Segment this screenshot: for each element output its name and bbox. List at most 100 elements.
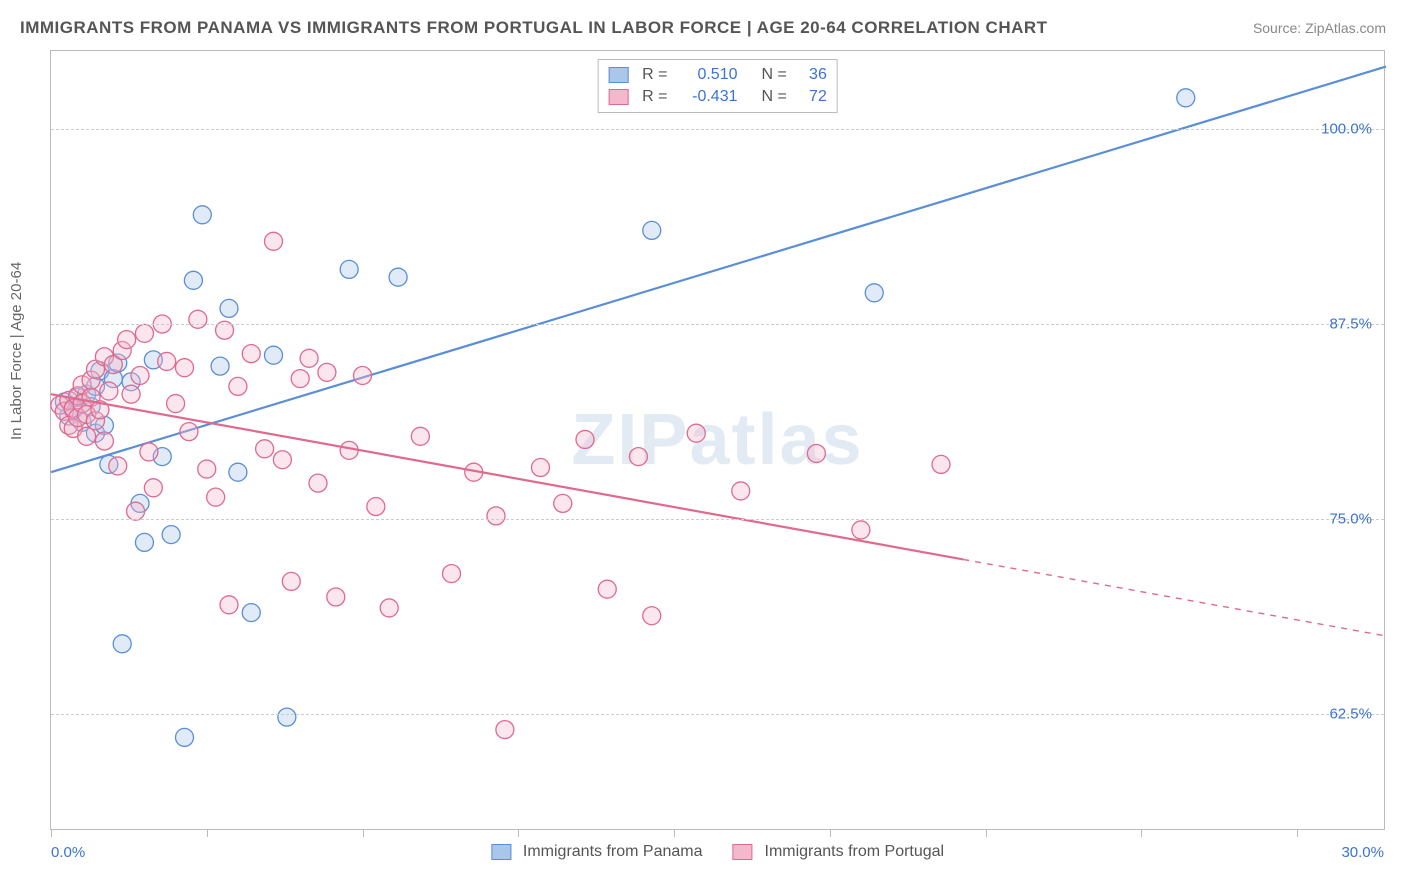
legend-row: R =0.510N =36	[608, 64, 827, 86]
data-point	[122, 385, 140, 403]
data-point	[598, 580, 616, 598]
data-point	[291, 370, 309, 388]
x-tick	[518, 829, 519, 837]
data-point	[144, 479, 162, 497]
legend-r-label: R =	[642, 88, 667, 106]
data-point	[118, 331, 136, 349]
y-tick-label: 75.0%	[1329, 511, 1372, 528]
legend-top: R =0.510N =36R =-0.431N =72	[597, 59, 838, 113]
data-point	[443, 565, 461, 583]
y-tick-label: 100.0%	[1321, 121, 1372, 138]
data-point	[318, 363, 336, 381]
data-point	[340, 260, 358, 278]
legend-swatch	[608, 89, 628, 105]
data-point	[554, 494, 572, 512]
data-point	[184, 271, 202, 289]
x-tick-label: 30.0%	[1341, 844, 1384, 861]
x-tick	[1297, 829, 1298, 837]
legend-swatch	[491, 844, 511, 860]
data-point	[282, 572, 300, 590]
y-tick-label: 62.5%	[1329, 706, 1372, 723]
x-tick-label: 0.0%	[51, 844, 85, 861]
x-tick	[674, 829, 675, 837]
data-point	[242, 604, 260, 622]
legend-swatch	[608, 67, 628, 83]
data-point	[198, 460, 216, 478]
data-point	[643, 607, 661, 625]
data-point	[207, 488, 225, 506]
data-point	[176, 359, 194, 377]
chart-svg	[51, 51, 1384, 829]
data-point	[78, 427, 96, 445]
data-point	[180, 423, 198, 441]
data-point	[487, 507, 505, 525]
legend-label: Immigrants from Panama	[523, 843, 703, 861]
data-point	[852, 521, 870, 539]
data-point	[211, 357, 229, 375]
source-label: Source: ZipAtlas.com	[1253, 20, 1386, 36]
x-tick	[51, 829, 52, 837]
data-point	[265, 232, 283, 250]
data-point	[220, 596, 238, 614]
data-point	[135, 324, 153, 342]
x-tick	[363, 829, 364, 837]
data-point	[687, 424, 705, 442]
data-point	[167, 395, 185, 413]
data-point	[189, 310, 207, 328]
legend-label: Immigrants from Portugal	[765, 843, 945, 861]
data-point	[131, 366, 149, 384]
gridline	[51, 324, 1384, 325]
data-point	[411, 427, 429, 445]
legend-n-value: 36	[797, 66, 827, 84]
data-point	[242, 345, 260, 363]
data-point	[932, 455, 950, 473]
gridline	[51, 714, 1384, 715]
data-point	[265, 346, 283, 364]
legend-n-value: 72	[797, 88, 827, 106]
data-point	[1177, 89, 1195, 107]
legend-r-value: 0.510	[678, 66, 738, 84]
x-tick	[986, 829, 987, 837]
data-point	[576, 430, 594, 448]
data-point	[732, 482, 750, 500]
x-tick	[1141, 829, 1142, 837]
data-point	[309, 474, 327, 492]
data-point	[643, 221, 661, 239]
data-point	[220, 299, 238, 317]
data-point	[158, 352, 176, 370]
legend-swatch	[733, 844, 753, 860]
data-point	[532, 459, 550, 477]
legend-row: R =-0.431N =72	[608, 86, 827, 108]
data-point	[193, 206, 211, 224]
gridline	[51, 129, 1384, 130]
regression-line	[51, 394, 963, 559]
data-point	[95, 432, 113, 450]
data-point	[162, 526, 180, 544]
data-point	[176, 728, 194, 746]
data-point	[865, 284, 883, 302]
data-point	[278, 708, 296, 726]
data-point	[113, 635, 131, 653]
data-point	[229, 377, 247, 395]
data-point	[807, 444, 825, 462]
data-point	[273, 451, 291, 469]
data-point	[367, 498, 385, 516]
regression-line-dashed	[963, 559, 1386, 636]
data-point	[389, 268, 407, 286]
data-point	[109, 457, 127, 475]
plot-area: ZIPatlas R =0.510N =36R =-0.431N =72 Imm…	[50, 50, 1385, 830]
x-tick	[830, 829, 831, 837]
legend-n-label: N =	[762, 88, 787, 106]
data-point	[300, 349, 318, 367]
data-point	[100, 382, 118, 400]
regression-line	[51, 67, 1386, 473]
data-point	[629, 448, 647, 466]
legend-item: Immigrants from Portugal	[733, 843, 945, 861]
data-point	[256, 440, 274, 458]
data-point	[327, 588, 345, 606]
data-point	[380, 599, 398, 617]
data-point	[135, 533, 153, 551]
legend-bottom: Immigrants from Panama Immigrants from Po…	[491, 843, 944, 861]
data-point	[140, 443, 158, 461]
chart-title: IMMIGRANTS FROM PANAMA VS IMMIGRANTS FRO…	[20, 18, 1048, 38]
